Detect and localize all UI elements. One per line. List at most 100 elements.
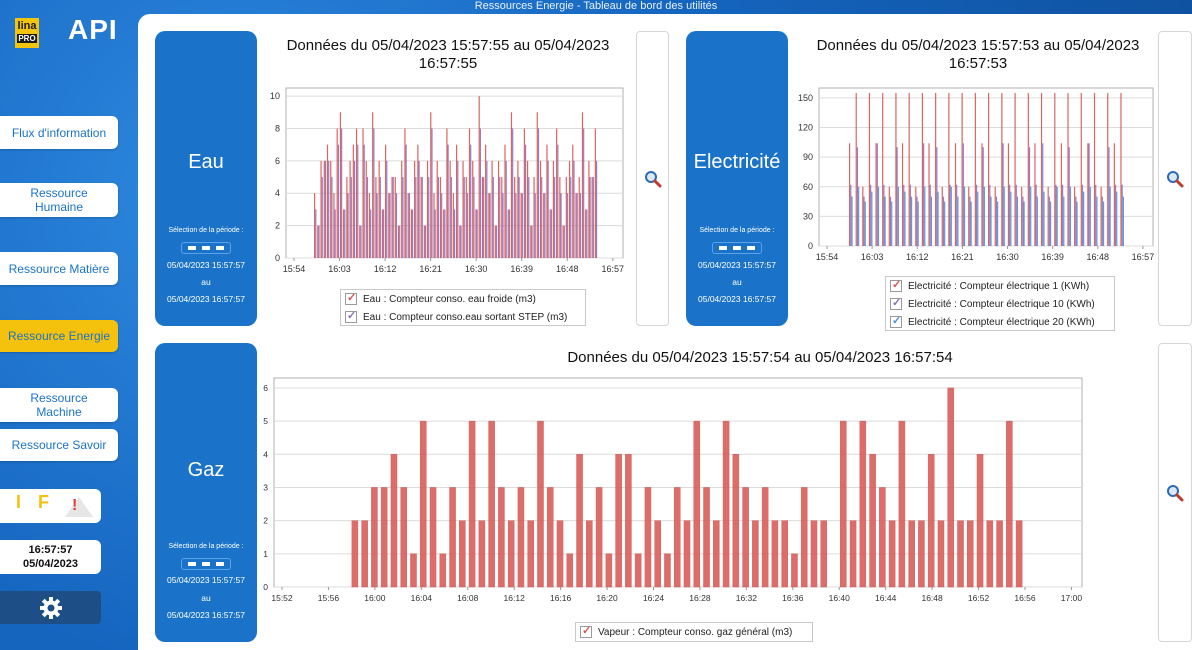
bar bbox=[1087, 143, 1089, 246]
bar bbox=[586, 520, 593, 588]
bar bbox=[579, 193, 582, 258]
indicator-panel[interactable]: I F ! bbox=[0, 489, 101, 523]
bar bbox=[615, 454, 622, 588]
elec-zoom-button[interactable] bbox=[1158, 31, 1192, 326]
bar bbox=[378, 160, 380, 258]
bar bbox=[595, 487, 603, 588]
x-tick-label: 16:57 bbox=[1132, 252, 1155, 262]
tile-eau-name: Eau bbox=[188, 151, 224, 173]
x-tick-label: 16:52 bbox=[968, 593, 990, 603]
bar bbox=[1101, 196, 1103, 246]
bar bbox=[634, 553, 642, 588]
tile-electricite[interactable]: Electricité Sélection de la période : 05… bbox=[686, 31, 788, 326]
x-tick-label: 16:20 bbox=[596, 593, 618, 603]
warning-mark: ! bbox=[72, 497, 78, 514]
nav-ressource-machine[interactable]: Ressource Machine bbox=[0, 388, 118, 422]
tile-gaz-period-selector[interactable] bbox=[181, 558, 231, 570]
x-tick-label: 16:36 bbox=[782, 593, 804, 603]
bar bbox=[1093, 92, 1096, 246]
bar bbox=[349, 160, 351, 258]
bar bbox=[594, 128, 596, 258]
x-tick-label: 16:16 bbox=[550, 593, 572, 603]
checkbox-icon[interactable] bbox=[890, 278, 902, 292]
bar bbox=[360, 225, 362, 258]
bar bbox=[879, 487, 886, 588]
bar bbox=[353, 160, 356, 258]
tile-gaz[interactable]: Gaz Sélection de la période : 05/04/2023… bbox=[155, 343, 257, 642]
y-tick-label: 1 bbox=[263, 549, 268, 559]
nav-ressource-matiere[interactable]: Ressource Matière bbox=[0, 252, 118, 285]
eau-zoom-button[interactable] bbox=[636, 31, 669, 326]
bar bbox=[502, 193, 504, 258]
bar bbox=[485, 144, 487, 258]
checkbox-icon[interactable] bbox=[345, 309, 357, 323]
bar bbox=[983, 186, 985, 246]
bar bbox=[1021, 186, 1023, 246]
bar bbox=[898, 420, 906, 588]
bar bbox=[937, 520, 945, 588]
bar bbox=[1015, 520, 1023, 588]
bar bbox=[547, 160, 549, 258]
elec-legend-item-1[interactable]: Electricité : Compteur électrique 1 (KWh… bbox=[886, 277, 1114, 295]
bar bbox=[391, 177, 393, 258]
elec-legend-item-3[interactable]: Electricité : Compteur électrique 20 (KW… bbox=[886, 313, 1114, 331]
nav-ressource-energie[interactable]: Ressource Energie bbox=[0, 320, 118, 352]
bar bbox=[859, 420, 867, 588]
nav-flux-information[interactable]: Flux d'information bbox=[0, 116, 118, 149]
bar bbox=[355, 128, 358, 258]
tile-eau[interactable]: Eau Sélection de la période : 05/04/2023… bbox=[155, 31, 257, 326]
nav-ressource-savoir[interactable]: Ressource Savoir bbox=[0, 429, 118, 461]
bar bbox=[1036, 196, 1038, 246]
bar bbox=[883, 184, 885, 246]
nav-ressource-humaine[interactable]: Ressource Humaine bbox=[0, 183, 118, 217]
bar bbox=[937, 191, 939, 246]
elec-legend-item-2[interactable]: Electricité : Compteur électrique 10 (KW… bbox=[886, 295, 1114, 313]
eau-legend-item-1[interactable]: Eau : Compteur conso. eau froide (m3) bbox=[341, 290, 585, 308]
bar bbox=[405, 144, 407, 258]
bar bbox=[595, 160, 598, 258]
bar bbox=[444, 209, 446, 258]
bar bbox=[449, 160, 451, 258]
bar bbox=[578, 177, 580, 258]
bar bbox=[904, 191, 906, 246]
window-title: Ressources Energie - Tableau de bord des… bbox=[474, 0, 718, 12]
bar bbox=[664, 553, 671, 588]
bar bbox=[591, 177, 593, 258]
checkbox-icon[interactable] bbox=[890, 296, 902, 310]
y-tick-label: 0 bbox=[275, 253, 280, 263]
bar bbox=[457, 160, 459, 258]
bar bbox=[505, 160, 507, 258]
eau-legend-item-2[interactable]: Eau : Compteur conso.eau sortant STEP (m… bbox=[341, 308, 585, 326]
bar bbox=[392, 177, 394, 258]
bar bbox=[536, 112, 538, 259]
bar bbox=[468, 420, 476, 588]
bar bbox=[504, 144, 506, 258]
bar bbox=[1049, 201, 1052, 246]
bar bbox=[533, 177, 535, 258]
checkbox-icon[interactable] bbox=[890, 314, 902, 328]
bar bbox=[944, 201, 946, 246]
gaz-chart: 0 1 2 3 4 5 6 15:52 15:56 16:00 16:04 16:08 16:12 16:… bbox=[263, 377, 1083, 603]
bar bbox=[339, 112, 342, 259]
checkbox-icon[interactable] bbox=[580, 624, 592, 638]
bar bbox=[713, 520, 720, 588]
x-tick-label: 16:44 bbox=[875, 593, 897, 603]
gear-icon bbox=[39, 596, 62, 619]
gaz-legend-item-1[interactable]: Vapeur : Compteur conso. gaz général (m3… bbox=[576, 623, 812, 641]
checkbox-icon[interactable] bbox=[345, 291, 357, 305]
bar bbox=[518, 177, 520, 258]
indicator-i: I bbox=[16, 492, 22, 512]
warning-icon bbox=[65, 497, 93, 517]
bar bbox=[323, 160, 325, 258]
bar bbox=[430, 112, 432, 259]
bar bbox=[1089, 186, 1091, 246]
settings-button[interactable] bbox=[0, 591, 101, 624]
gaz-zoom-button[interactable] bbox=[1158, 343, 1192, 642]
bar bbox=[1108, 147, 1110, 246]
bar bbox=[1009, 184, 1011, 246]
bar bbox=[556, 520, 564, 588]
bar bbox=[314, 193, 316, 258]
tile-eau-period-selector[interactable] bbox=[181, 242, 231, 254]
tile-elec-period-selector[interactable] bbox=[712, 242, 762, 254]
bar bbox=[495, 225, 498, 258]
